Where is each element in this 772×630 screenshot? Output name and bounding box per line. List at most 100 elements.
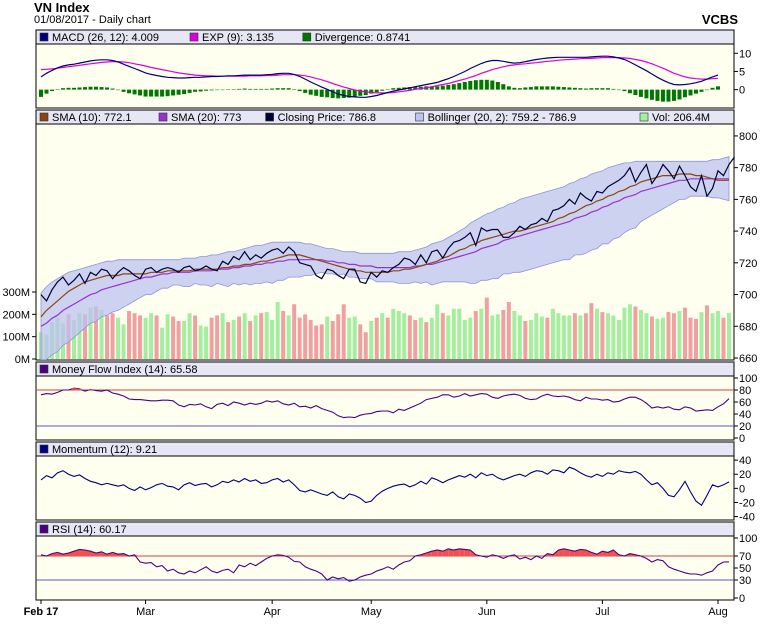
volume-bar bbox=[440, 313, 445, 359]
volume-bar bbox=[517, 315, 522, 359]
legend-label-vol: Vol: 206.4M bbox=[652, 112, 710, 124]
divergence-bar bbox=[523, 87, 528, 90]
divergence-bar bbox=[143, 89, 148, 97]
y-tick-label-macd: 10 bbox=[739, 48, 751, 60]
divergence-bar bbox=[572, 87, 577, 90]
vol-tick-label: 0M bbox=[15, 354, 30, 366]
volume-bar bbox=[528, 319, 533, 359]
rsi-overbought-fill bbox=[453, 548, 460, 556]
divergence-bar bbox=[303, 89, 308, 93]
divergence-bar bbox=[671, 89, 676, 101]
divergence-bar bbox=[479, 79, 484, 90]
divergence-bar bbox=[528, 87, 533, 90]
divergence-bar bbox=[127, 89, 132, 94]
y-tick-label-price: 800 bbox=[739, 131, 757, 143]
legend-swatch-rsi bbox=[39, 524, 49, 534]
divergence-bar bbox=[259, 88, 264, 90]
volume-bar bbox=[479, 308, 484, 359]
volume-bar bbox=[336, 314, 341, 359]
volume-bar bbox=[446, 315, 451, 359]
y-tick-label-momentum: 20 bbox=[739, 469, 751, 481]
signal-line bbox=[40, 56, 719, 94]
divergence-bar bbox=[655, 89, 660, 101]
y-tick-label-macd: 5 bbox=[739, 66, 745, 78]
divergence-bar bbox=[677, 89, 682, 100]
divergence-bar bbox=[484, 79, 489, 90]
legend-swatch-close bbox=[265, 112, 274, 122]
divergence-bar bbox=[561, 87, 566, 90]
divergence-bar bbox=[275, 88, 280, 90]
volume-bar bbox=[187, 313, 192, 359]
volume-bar bbox=[138, 315, 143, 359]
volume-bar bbox=[644, 313, 649, 359]
volume-bar bbox=[352, 316, 357, 359]
volume-bar bbox=[99, 309, 104, 359]
divergence-bar bbox=[165, 89, 170, 97]
volume-bar bbox=[242, 313, 247, 359]
divergence-bar bbox=[61, 88, 66, 90]
divergence-bar bbox=[699, 89, 704, 92]
volume-bar bbox=[512, 310, 517, 359]
divergence-bar bbox=[490, 80, 495, 90]
rsi-overbought-fill bbox=[79, 549, 86, 556]
divergence-bar bbox=[237, 88, 242, 90]
closing-price-line bbox=[40, 156, 735, 302]
divergence-bar bbox=[215, 89, 220, 91]
divergence-bar bbox=[66, 87, 71, 90]
volume-bar bbox=[198, 325, 203, 359]
rsi-overbought-fill bbox=[607, 550, 614, 556]
divergence-bar bbox=[473, 80, 478, 90]
y-tick-label-momentum: -40 bbox=[739, 512, 755, 524]
divergence-bar bbox=[545, 86, 550, 90]
volume-bar bbox=[605, 313, 610, 359]
rsi-overbought-fill bbox=[437, 550, 443, 556]
volume-bar bbox=[292, 304, 297, 359]
legend-swatch-sma10 bbox=[39, 112, 49, 122]
volume-bar bbox=[611, 315, 616, 359]
y-tick-label-mfi: 60 bbox=[739, 397, 751, 409]
volume-bar bbox=[215, 315, 220, 359]
divergence-bar bbox=[660, 89, 665, 102]
volume-bar bbox=[550, 308, 555, 359]
volume-bar bbox=[264, 312, 269, 359]
divergence-bar bbox=[99, 87, 104, 90]
macd-line bbox=[40, 55, 719, 98]
y-tick-label-macd: 0 bbox=[739, 85, 745, 97]
divergence-bar bbox=[209, 89, 214, 91]
divergence-bar bbox=[380, 89, 385, 91]
volume-bar bbox=[583, 313, 588, 359]
y-tick-label-mfi: 40 bbox=[739, 409, 751, 421]
volume-bar bbox=[407, 315, 412, 359]
divergence-bar bbox=[451, 84, 456, 90]
y-tick-label-price: 720 bbox=[739, 258, 757, 270]
sma20-line bbox=[40, 178, 729, 327]
divergence-bar bbox=[176, 89, 181, 95]
legend-label-momentum: Momentum (12): 9.21 bbox=[52, 444, 157, 456]
volume-bar bbox=[226, 322, 231, 359]
rsi-overbought-fill bbox=[563, 548, 570, 556]
divergence-bar bbox=[116, 89, 121, 91]
divergence-bar bbox=[94, 86, 99, 90]
panel-price-legend-bg bbox=[36, 110, 734, 124]
volume-bar bbox=[622, 307, 627, 359]
divergence-bar bbox=[429, 86, 434, 90]
volume-bar bbox=[435, 304, 440, 359]
divergence-bar bbox=[347, 89, 352, 98]
volume-bar bbox=[83, 314, 88, 359]
mfi-overbought-fill bbox=[71, 388, 77, 390]
rsi-overbought-fill bbox=[68, 551, 75, 556]
volume-bar bbox=[402, 313, 407, 359]
legend-label-sma20: SMA (20): 773 bbox=[171, 112, 241, 124]
divergence-bar bbox=[385, 89, 390, 90]
divergence-bar bbox=[567, 87, 572, 90]
divergence-bar bbox=[583, 88, 588, 90]
y-tick-label-momentum: 0 bbox=[739, 483, 745, 495]
volume-bar bbox=[237, 316, 242, 359]
divergence-bar bbox=[633, 89, 638, 96]
volume-bar bbox=[297, 317, 302, 359]
legend-swatch-macd bbox=[39, 32, 49, 42]
volume-bar bbox=[253, 315, 258, 359]
volume-bar bbox=[627, 304, 632, 359]
rsi-overbought-fill bbox=[426, 551, 432, 556]
divergence-bar bbox=[160, 89, 165, 97]
